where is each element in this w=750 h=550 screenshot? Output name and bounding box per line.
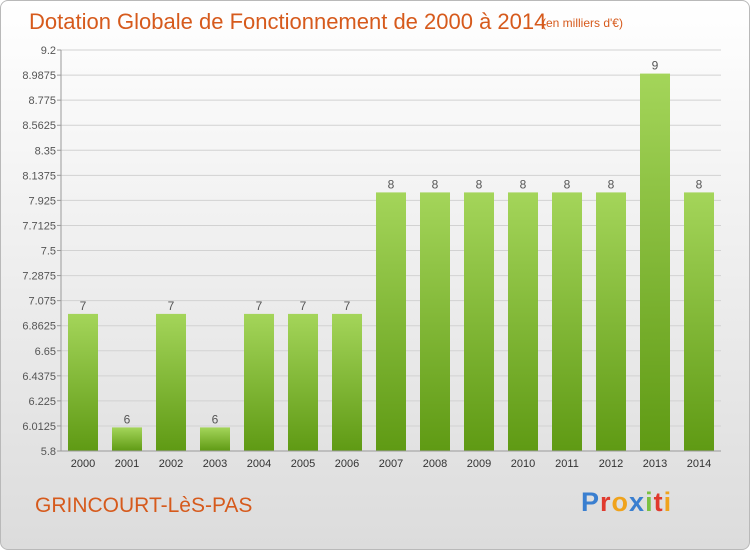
bar (376, 192, 406, 451)
chart-title: Dotation Globale de Fonctionnement de 20… (29, 9, 547, 34)
data-label: 6 (212, 412, 219, 426)
x-tick-label: 2011 (555, 458, 579, 470)
x-tick-label: 2014 (687, 458, 711, 470)
brand-letter: r (600, 487, 612, 517)
bar (332, 313, 362, 451)
data-label: 6 (124, 412, 131, 426)
brand-letter: P (581, 487, 601, 517)
brand-letter: i (645, 487, 654, 517)
data-label: 7 (256, 299, 263, 313)
data-label: 7 (344, 299, 351, 313)
y-tick-label: 8.9875 (22, 70, 56, 82)
bar (552, 192, 582, 451)
bar (640, 73, 670, 452)
x-tick-label: 2003 (203, 458, 227, 470)
data-label: 8 (696, 177, 703, 191)
brand-letter: x (629, 487, 646, 517)
y-tick-label: 6.8625 (22, 321, 56, 333)
y-tick-label: 5.8 (41, 446, 56, 458)
x-tick-label: 2007 (379, 458, 403, 470)
y-tick-label: 6.4375 (22, 371, 56, 383)
brand-letter: i (663, 487, 673, 517)
bar (420, 192, 450, 451)
data-label: 7 (168, 299, 175, 313)
x-tick-label: 2008 (423, 458, 447, 470)
bar (156, 313, 186, 451)
data-label: 8 (476, 177, 483, 191)
y-tick-label: 7.925 (28, 195, 56, 207)
y-tick-label: 6.65 (35, 346, 56, 358)
data-label: 9 (652, 59, 659, 73)
y-tick-label: 8.775 (28, 95, 56, 107)
y-tick-label: 7.2875 (22, 271, 56, 283)
bar (596, 192, 626, 451)
x-tick-label: 2012 (599, 458, 623, 470)
data-label: 8 (388, 177, 395, 191)
x-tick-label: 2005 (291, 458, 315, 470)
data-label: 7 (80, 299, 87, 313)
x-tick-label: 2001 (115, 458, 139, 470)
x-tick-label: 2000 (71, 458, 95, 470)
brand-letter: o (611, 487, 630, 517)
data-label: 8 (608, 177, 615, 191)
bar (200, 427, 230, 451)
y-tick-label: 8.5625 (22, 120, 56, 132)
y-tick-label: 7.075 (28, 296, 56, 308)
y-tick-label: 8.35 (35, 145, 56, 157)
x-tick-label: 2013 (643, 458, 667, 470)
y-tick-label: 6.0125 (22, 421, 56, 433)
brand-letter: t (653, 487, 664, 517)
y-tick-label: 6.225 (28, 396, 56, 408)
bar (508, 192, 538, 451)
y-tick-label: 7.7125 (22, 220, 56, 232)
data-label: 8 (520, 177, 527, 191)
bar (68, 313, 98, 451)
data-label: 7 (300, 299, 307, 313)
x-tick-label: 2006 (335, 458, 359, 470)
axes: 5.8 6.0125 6.225 6.4375 6.65 6.8625 7.075 7.287… (22, 45, 721, 470)
data-label: 8 (564, 177, 571, 191)
data-label: 8 (432, 177, 439, 191)
bar (464, 192, 494, 451)
x-tick-label: 2004 (247, 458, 271, 470)
bars: 7 6 7 6 7 7 7 8 8 8 8 8 8 9 8 (68, 59, 714, 452)
commune-name: GRINCOURT-LèS-PAS (35, 494, 253, 517)
bar (112, 427, 142, 451)
x-tick-label: 2002 (159, 458, 183, 470)
bar (684, 192, 714, 451)
proxiti-logo[interactable]: Proxiti (581, 487, 672, 518)
chart-unit: (en milliers d'€) (542, 16, 623, 30)
y-tick-label: 7.5 (41, 246, 56, 258)
bar (244, 313, 274, 451)
y-tick-label: 8.1375 (22, 170, 56, 182)
x-tick-label: 2009 (467, 458, 491, 470)
y-tick-label: 9.2 (41, 45, 56, 57)
bar (288, 313, 318, 451)
x-tick-label: 2010 (511, 458, 535, 470)
